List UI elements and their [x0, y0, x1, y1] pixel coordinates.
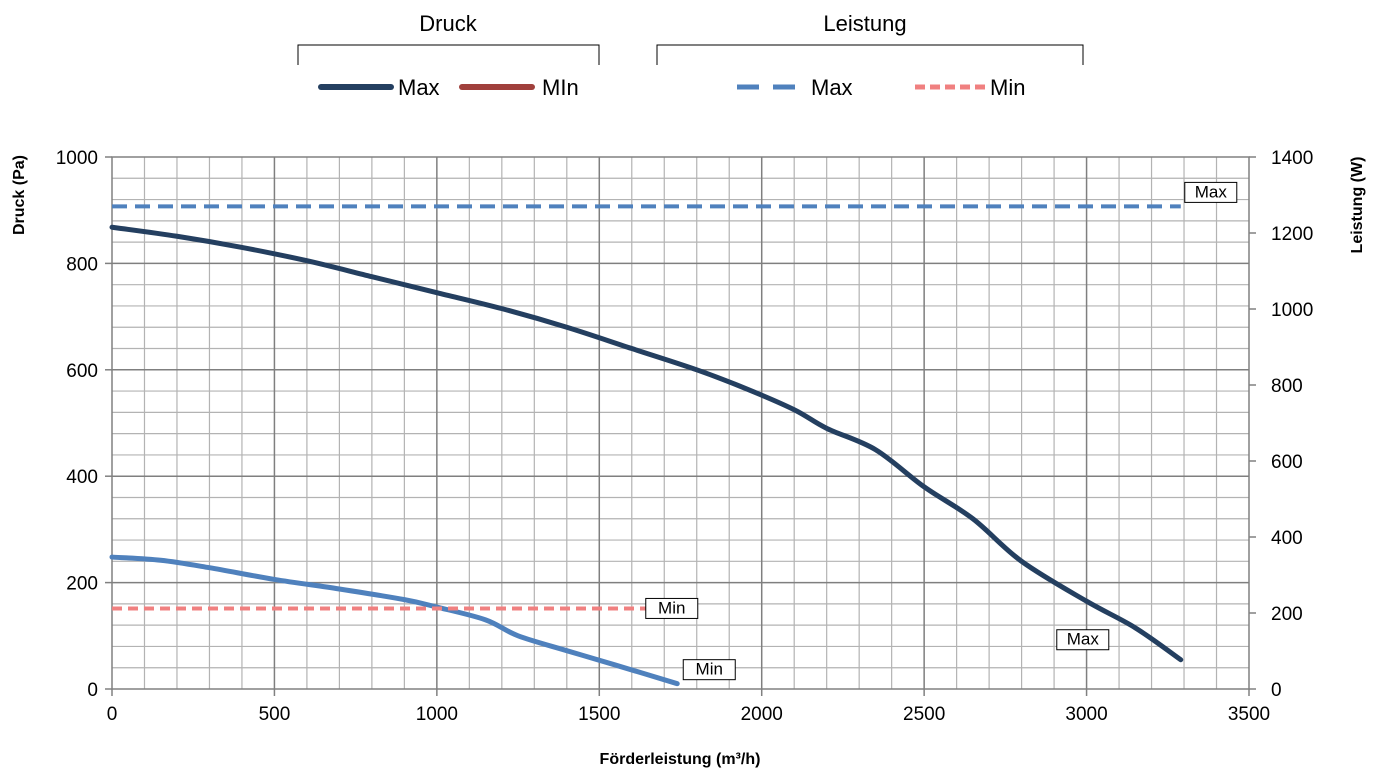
legend-label-leistung-max: Max	[811, 75, 853, 100]
y2-tick-label: 1000	[1271, 300, 1313, 321]
series-label-box	[1184, 181, 1238, 203]
legend-label-druck-min: MIn	[542, 75, 579, 100]
plot-area-border	[111, 156, 1250, 690]
x-tick-label: 2500	[903, 704, 945, 725]
grid-minor	[112, 157, 1249, 689]
y-tick-label: 600	[66, 361, 98, 382]
x-tick-label: 1000	[416, 704, 458, 725]
y-axis-title: Druck (Pa)	[11, 155, 28, 235]
legend-label-leistung-min: Min	[990, 75, 1025, 100]
series-label-text: Min	[658, 598, 685, 617]
series-label-text: Max	[1195, 182, 1228, 201]
legend-group-title-druck: Druck	[419, 11, 477, 36]
y-tick-label: 0	[87, 680, 98, 701]
x-tick-label: 3000	[1065, 704, 1107, 725]
x-tick-label: 2000	[741, 704, 783, 725]
series-label-text: Min	[696, 660, 723, 679]
x-axis-title: Förderleistung (m³/h)	[600, 751, 761, 768]
y2-tick-label: 1200	[1271, 224, 1313, 245]
series-label-box	[1056, 629, 1110, 651]
y-tick-label: 1000	[56, 148, 98, 169]
series-group	[109, 204, 1184, 687]
series-line-druck-min	[109, 554, 680, 687]
x-tick-label: 3500	[1228, 704, 1270, 725]
series-label-box	[645, 597, 699, 619]
legend-group-title-leistung: Leistung	[823, 11, 906, 36]
y2-tick-label: 600	[1271, 452, 1303, 473]
series-labels: Max Min Max Min	[645, 181, 1238, 681]
y-axis-ticks: 0 200 400 600 800 1000	[56, 148, 112, 701]
y-tick-label: 200	[66, 574, 98, 595]
x-axis-ticks: 0 500 1000 1500 2000 2500 3000 3500	[107, 689, 1270, 725]
y2-axis-ticks: 0 200 400 600 800 1000 1200 1400	[1249, 148, 1313, 701]
legend-bracket-leistung	[656, 44, 1084, 65]
series-line-druck-max	[109, 224, 1184, 663]
x-tick-label: 500	[259, 704, 291, 725]
legend: Druck Leistung Max MIn Max Min	[297, 11, 1084, 100]
y2-tick-label: 800	[1271, 376, 1303, 397]
y2-tick-label: 400	[1271, 528, 1303, 549]
y2-axis-title: Leistung (W)	[1349, 157, 1366, 254]
y2-tick-label: 200	[1271, 604, 1303, 625]
legend-bracket-druck	[297, 44, 600, 65]
x-tick-label: 0	[107, 704, 118, 725]
x-tick-label: 1500	[578, 704, 620, 725]
legend-label-druck-max: Max	[398, 75, 440, 100]
y2-tick-label: 1400	[1271, 148, 1313, 169]
series-label-text: Max	[1067, 630, 1100, 649]
y-tick-label: 400	[66, 467, 98, 488]
y-tick-label: 800	[66, 254, 98, 275]
series-label-box	[682, 659, 736, 681]
y2-tick-label: 0	[1271, 680, 1282, 701]
